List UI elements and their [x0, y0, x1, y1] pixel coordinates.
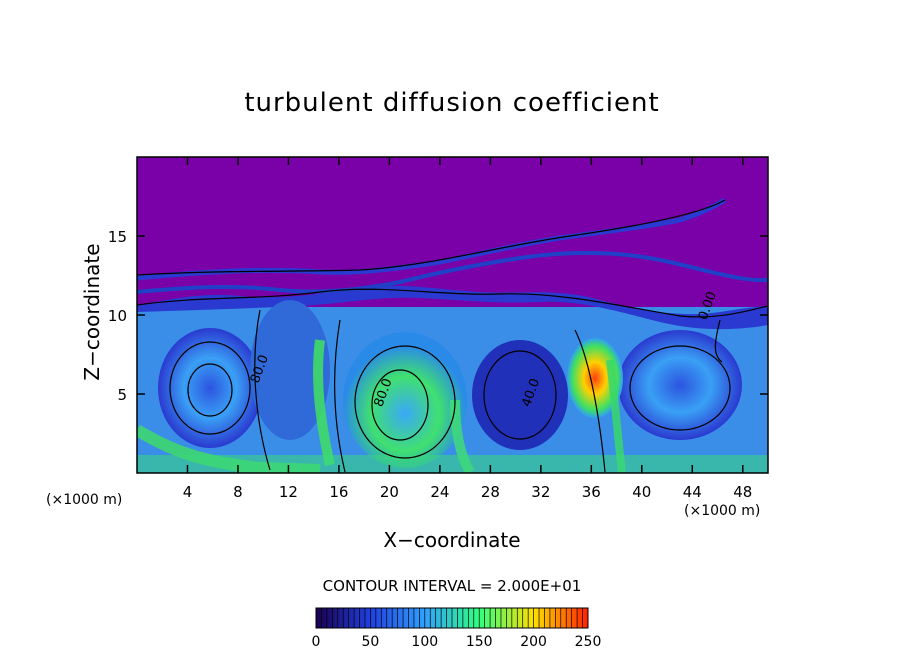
y-ticks: 5 10 15: [108, 228, 768, 404]
surface-green: [137, 455, 768, 473]
x-tick-label: 44: [683, 483, 702, 501]
x-tick-label: 8: [233, 483, 243, 501]
colorbar-tick-label: 250: [575, 634, 602, 650]
colorbar-tick-label: 50: [361, 634, 379, 650]
eddy-1: [158, 328, 262, 448]
eddy-2: [250, 300, 330, 440]
x-tick-label: 24: [430, 483, 449, 501]
x-tick-label: 16: [329, 483, 348, 501]
x-tick-label: 36: [582, 483, 601, 501]
eddy-4: [472, 340, 568, 450]
x-tick-label: 32: [531, 483, 550, 501]
y-tick-label: 15: [108, 228, 127, 246]
contour-interval-label: CONTOUR INTERVAL = 2.000E+01: [322, 577, 582, 595]
colorbar-tick-label: 200: [520, 634, 547, 650]
y-tick-label: 10: [108, 307, 127, 325]
eddy-3: [343, 332, 467, 468]
colorbar-tick-label: 150: [466, 634, 493, 650]
x-ticks: 4 8 12 16 20 24 28 32 36 40 44 48: [183, 157, 752, 501]
z-unit-label: (×1000 m): [46, 492, 123, 508]
filament-upper: [137, 197, 727, 281]
x-tick-label: 28: [481, 483, 500, 501]
eddy-5: [618, 330, 742, 440]
contour-lines: [137, 199, 768, 473]
hot-spot: [567, 338, 623, 418]
filament-lower: [137, 251, 768, 294]
y-tick-label: 5: [117, 386, 127, 404]
chart-title: turbulent diffusion coefficient: [244, 88, 660, 118]
upper-region: [137, 157, 768, 307]
x-tick-label: 12: [279, 483, 298, 501]
field-layer: [137, 157, 768, 473]
colorbar: 0 50 100 150 200 250: [312, 607, 602, 650]
tropopause-band: [137, 285, 768, 330]
x-tick-label: 4: [183, 483, 193, 501]
x-unit-label: (×1000 m): [684, 503, 761, 519]
colorbar-tick-label: 0: [312, 634, 321, 650]
colorbar-tick-label: 100: [411, 634, 438, 650]
x-tick-label: 48: [733, 483, 752, 501]
x-axis-label: X−coordinate: [383, 528, 521, 552]
green-streak-1: [313, 339, 335, 467]
x-tick-label: 20: [380, 483, 399, 501]
x-tick-label: 40: [632, 483, 651, 501]
